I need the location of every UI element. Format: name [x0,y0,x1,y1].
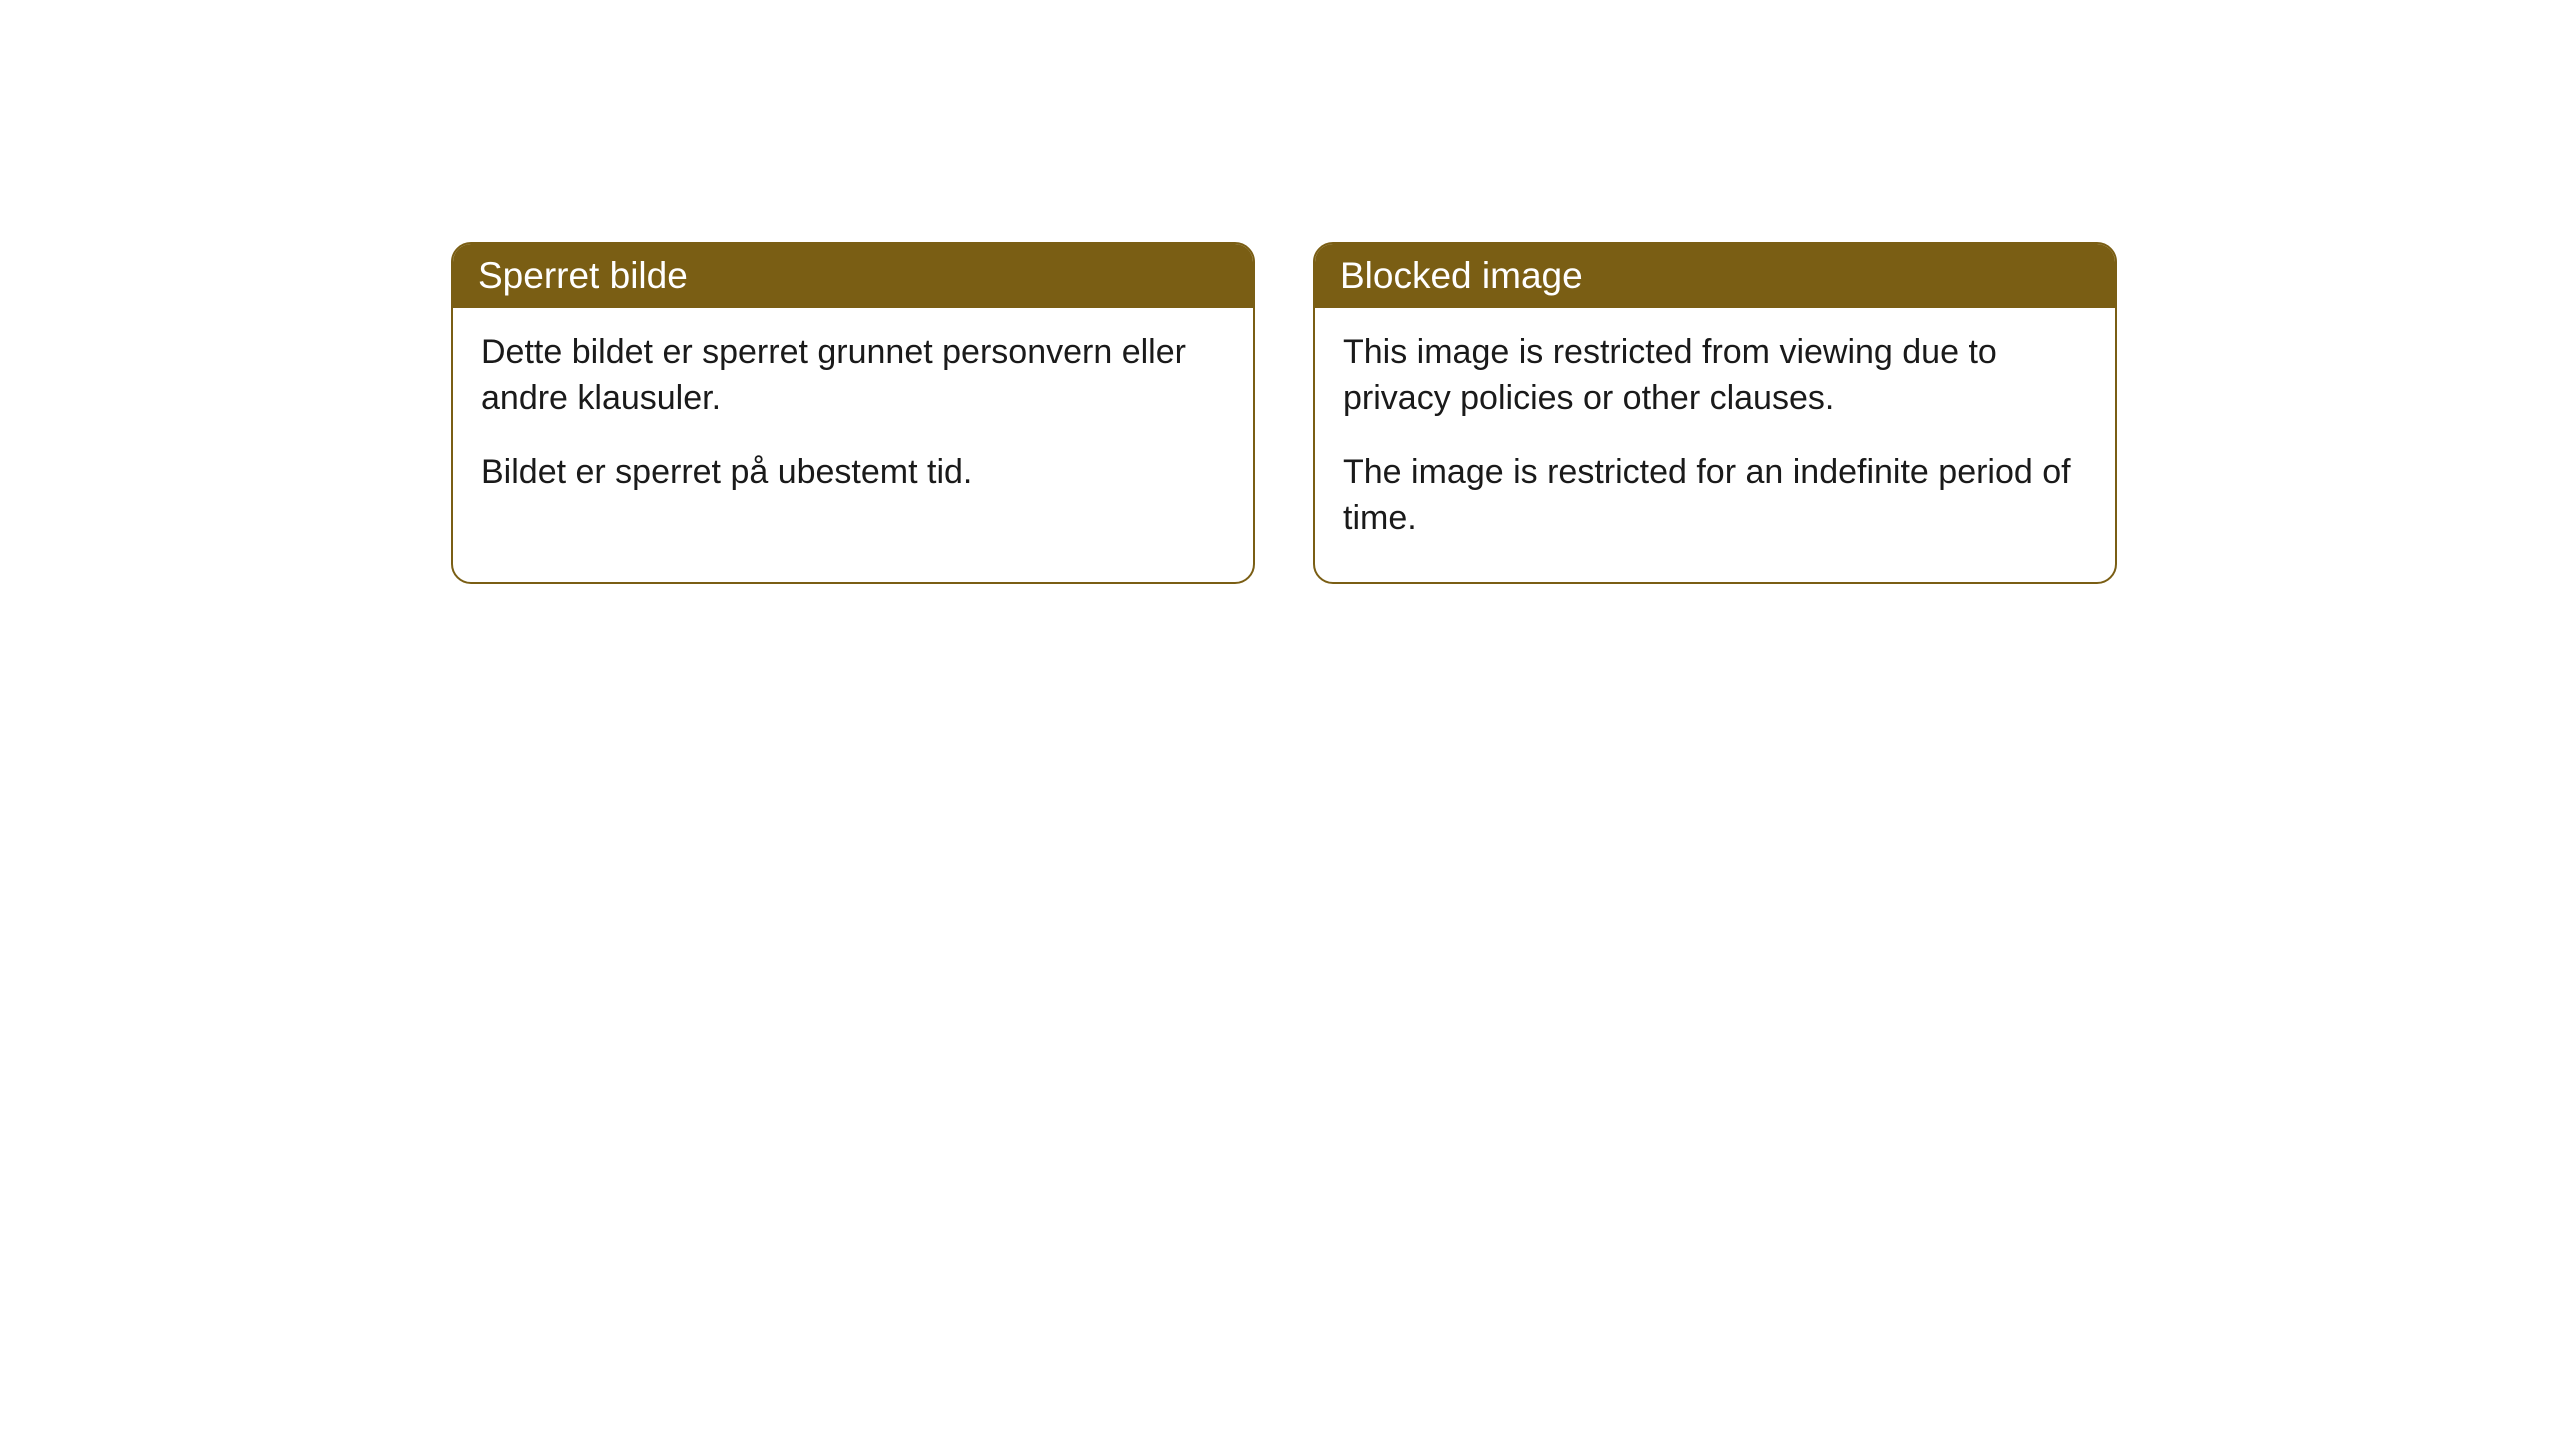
notice-card-english: Blocked image This image is restricted f… [1313,242,2117,584]
notice-card-norwegian: Sperret bilde Dette bildet er sperret gr… [451,242,1255,584]
notice-cards-container: Sperret bilde Dette bildet er sperret gr… [451,242,2560,584]
card-header: Blocked image [1315,244,2115,308]
card-body: This image is restricted from viewing du… [1315,308,2115,582]
card-paragraph: Dette bildet er sperret grunnet personve… [481,330,1225,422]
card-header: Sperret bilde [453,244,1253,308]
card-paragraph: The image is restricted for an indefinit… [1343,450,2087,542]
card-body: Dette bildet er sperret grunnet personve… [453,308,1253,536]
card-title: Sperret bilde [478,255,688,296]
card-title: Blocked image [1340,255,1583,296]
card-paragraph: Bildet er sperret på ubestemt tid. [481,450,1225,496]
card-paragraph: This image is restricted from viewing du… [1343,330,2087,422]
